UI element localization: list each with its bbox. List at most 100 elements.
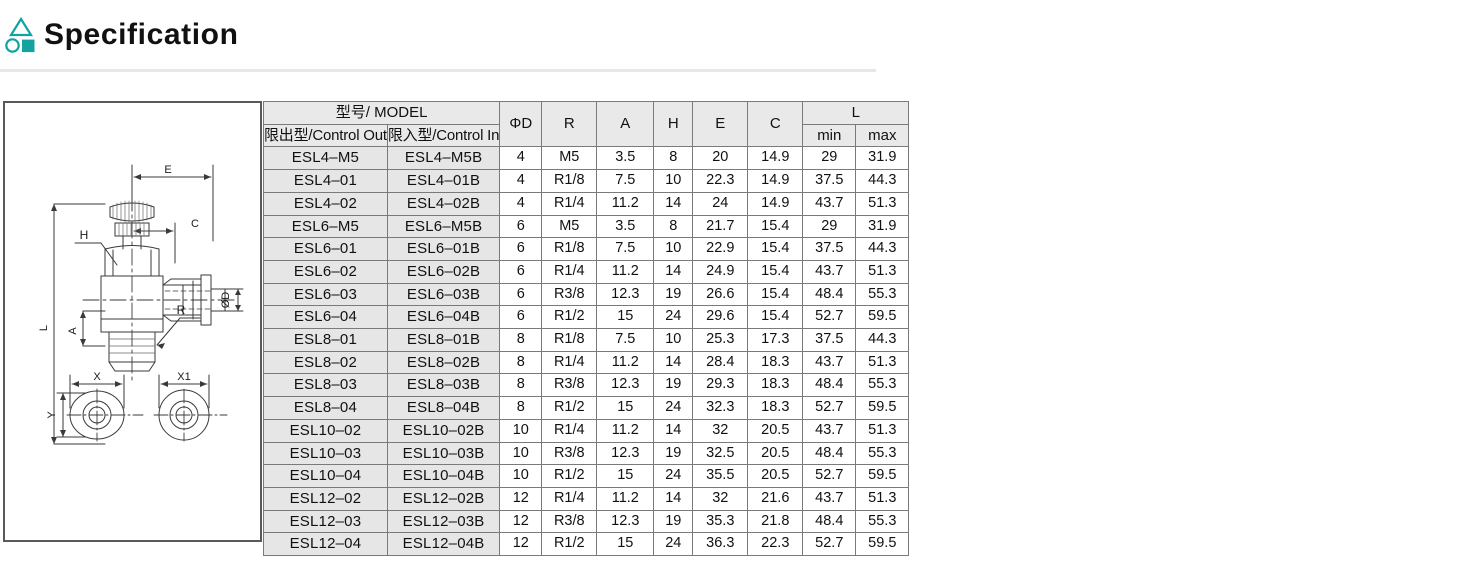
cell-a: 11.2: [596, 486, 655, 511]
cell-l-min: 52.7: [802, 305, 857, 330]
specification-table-container: 型号/ MODEL ΦD R A H E C L 限出型/Control Out…: [262, 100, 910, 557]
table-body: ESL4–M5 ESL4–M5B 4 M5 3.5 8 20 14.9 29 31.9 ESL4–0…: [263, 146, 910, 557]
table-row[interactable]: ESL8–04 ESL8–04B 8 R1/2 15 24 32.3 18.3 52.7 59.5: [263, 396, 910, 420]
cell-control-out: ESL6–03: [263, 282, 388, 307]
cell-e: 32: [692, 486, 749, 511]
cell-l-max: 59.5: [855, 396, 910, 420]
cell-r: R3/8: [541, 282, 598, 307]
table-row[interactable]: ESL12–02 ESL12–02B 12 R1/4 11.2 14 32 21.6 43.7 5…: [263, 486, 910, 511]
cell-l-max: 51.3: [855, 191, 910, 216]
cell-control-in: ESL12–04B: [386, 532, 501, 557]
cell-phid: 8: [499, 350, 543, 375]
cell-r: R1/4: [541, 486, 598, 511]
cell-l-min: 37.5: [802, 328, 857, 352]
table-row[interactable]: ESL6–M5 ESL6–M5B 6 M5 3.5 8 21.7 15.4 29 31.9: [263, 214, 910, 239]
table-row[interactable]: ESL6–03 ESL6–03B 6 R3/8 12.3 19 26.6 15.4 48.4 55…: [263, 282, 910, 307]
cell-l-max: 59.5: [855, 305, 910, 330]
cell-l-max: 31.9: [855, 146, 910, 171]
cell-phid: 6: [499, 214, 543, 239]
cell-phid: 4: [499, 191, 543, 216]
cell-c: 14.9: [747, 146, 804, 171]
cell-e: 24: [692, 191, 749, 216]
cell-e: 22.9: [692, 237, 749, 261]
cell-e: 28.4: [692, 350, 749, 375]
section-header: Specification: [0, 0, 880, 72]
cell-control-out: ESL10–04: [263, 464, 388, 488]
cell-l-max: 59.5: [855, 532, 910, 557]
cell-c: 15.4: [747, 214, 804, 239]
cell-e: 36.3: [692, 532, 749, 557]
table-row[interactable]: ESL4–02 ESL4–02B 4 R1/4 11.2 14 24 14.9 43.7 51.3: [263, 191, 910, 216]
table-row[interactable]: ESL8–01 ESL8–01B 8 R1/8 7.5 10 25.3 17.3 37.5 44.…: [263, 328, 910, 352]
cell-l-min: 48.4: [802, 509, 857, 534]
cell-control-in: ESL8–01B: [386, 328, 501, 352]
table-row[interactable]: ESL4–01 ESL4–01B 4 R1/8 7.5 10 22.3 14.9 37.5 44.…: [263, 169, 910, 193]
cell-r: R1/8: [541, 328, 598, 352]
cell-a: 7.5: [596, 328, 655, 352]
cell-r: R1/8: [541, 169, 598, 193]
dim-label-X1: X1: [177, 371, 190, 383]
cell-l-max: 44.3: [855, 169, 910, 193]
cell-control-in: ESL4–01B: [386, 169, 501, 193]
table-header-row-1: 型号/ MODEL ΦD R A H E C L: [262, 100, 910, 148]
cell-a: 12.3: [596, 441, 655, 466]
cell-r: R1/4: [541, 350, 598, 375]
cell-control-in: ESL10–03B: [386, 441, 501, 466]
cell-l-max: 59.5: [855, 464, 910, 488]
table-row[interactable]: ESL8–03 ESL8–03B 8 R3/8 12.3 19 29.3 18.3 48.4 55…: [263, 373, 910, 398]
cell-phid: 10: [499, 418, 543, 443]
cell-l-max: 44.3: [855, 237, 910, 261]
table-row[interactable]: ESL6–04 ESL6–04B 6 R1/2 15 24 29.6 15.4 52.7 59.5: [263, 305, 910, 330]
cell-e: 29.6: [692, 305, 749, 330]
dim-label-X: X: [93, 371, 101, 383]
table-row[interactable]: ESL10–02 ESL10–02B 10 R1/4 11.2 14 32 20.5 43.7 5…: [263, 418, 910, 443]
cell-h: 19: [653, 509, 694, 534]
cell-control-in: ESL6–02B: [386, 259, 501, 284]
table-row[interactable]: ESL12–04 ESL12–04B 12 R1/2 15 24 36.3 22.3 52.7 5…: [263, 532, 910, 557]
dim-label-H: H: [80, 228, 89, 242]
cell-e: 22.3: [692, 169, 749, 193]
cell-l-min: 43.7: [802, 259, 857, 284]
table-row[interactable]: ESL6–02 ESL6–02B 6 R1/4 11.2 14 24.9 15.4 43.7 51…: [263, 259, 910, 284]
cell-h: 14: [653, 350, 694, 375]
cell-phid: 4: [499, 146, 543, 171]
page-title: Specification: [44, 18, 239, 51]
cell-control-in: ESL6–03B: [386, 282, 501, 307]
table-row[interactable]: ESL4–M5 ESL4–M5B 4 M5 3.5 8 20 14.9 29 31.9: [263, 146, 910, 171]
cell-phid: 10: [499, 464, 543, 488]
cell-c: 15.4: [747, 305, 804, 330]
cell-h: 8: [653, 214, 694, 239]
column-header-c: C: [747, 100, 804, 148]
cell-e: 32.5: [692, 441, 749, 466]
dim-label-phi-D: ØD: [220, 292, 232, 309]
dim-label-L: L: [38, 325, 50, 331]
cell-l-min: 52.7: [802, 464, 857, 488]
header-divider: [0, 69, 876, 72]
column-header-l-min: min: [802, 123, 857, 148]
cell-control-out: ESL10–02: [263, 418, 388, 443]
cell-h: 10: [653, 328, 694, 352]
table-row[interactable]: ESL8–02 ESL8–02B 8 R1/4 11.2 14 28.4 18.3 43.7 51…: [263, 350, 910, 375]
cell-control-in: ESL6–M5B: [386, 214, 501, 239]
table-row[interactable]: ESL10–03 ESL10–03B 10 R3/8 12.3 19 32.5 20.5 48.…: [263, 441, 910, 466]
cell-l-min: 52.7: [802, 532, 857, 557]
cell-phid: 6: [499, 259, 543, 284]
column-header-phid: ΦD: [499, 100, 543, 148]
cell-control-in: ESL4–02B: [386, 191, 501, 216]
cell-control-in: ESL10–02B: [386, 418, 501, 443]
cell-r: R1/2: [541, 532, 598, 557]
dim-label-E: E: [164, 164, 171, 176]
cell-l-max: 31.9: [855, 214, 910, 239]
cell-r: R1/2: [541, 464, 598, 488]
cell-control-out: ESL12–02: [263, 486, 388, 511]
cell-h: 19: [653, 441, 694, 466]
cell-l-min: 43.7: [802, 191, 857, 216]
cell-a: 15: [596, 532, 655, 557]
cell-a: 12.3: [596, 509, 655, 534]
column-header-e: E: [692, 100, 749, 148]
table-row[interactable]: ESL6–01 ESL6–01B 6 R1/8 7.5 10 22.9 15.4 37.5 44.…: [263, 237, 910, 261]
table-row[interactable]: ESL10–04 ESL10–04B 10 R1/2 15 24 35.5 20.5 52.7 5…: [263, 464, 910, 488]
cell-phid: 6: [499, 282, 543, 307]
cell-l-max: 51.3: [855, 418, 910, 443]
table-row[interactable]: ESL12–03 ESL12–03B 12 R3/8 12.3 19 35.3 21.8 48.…: [263, 509, 910, 534]
